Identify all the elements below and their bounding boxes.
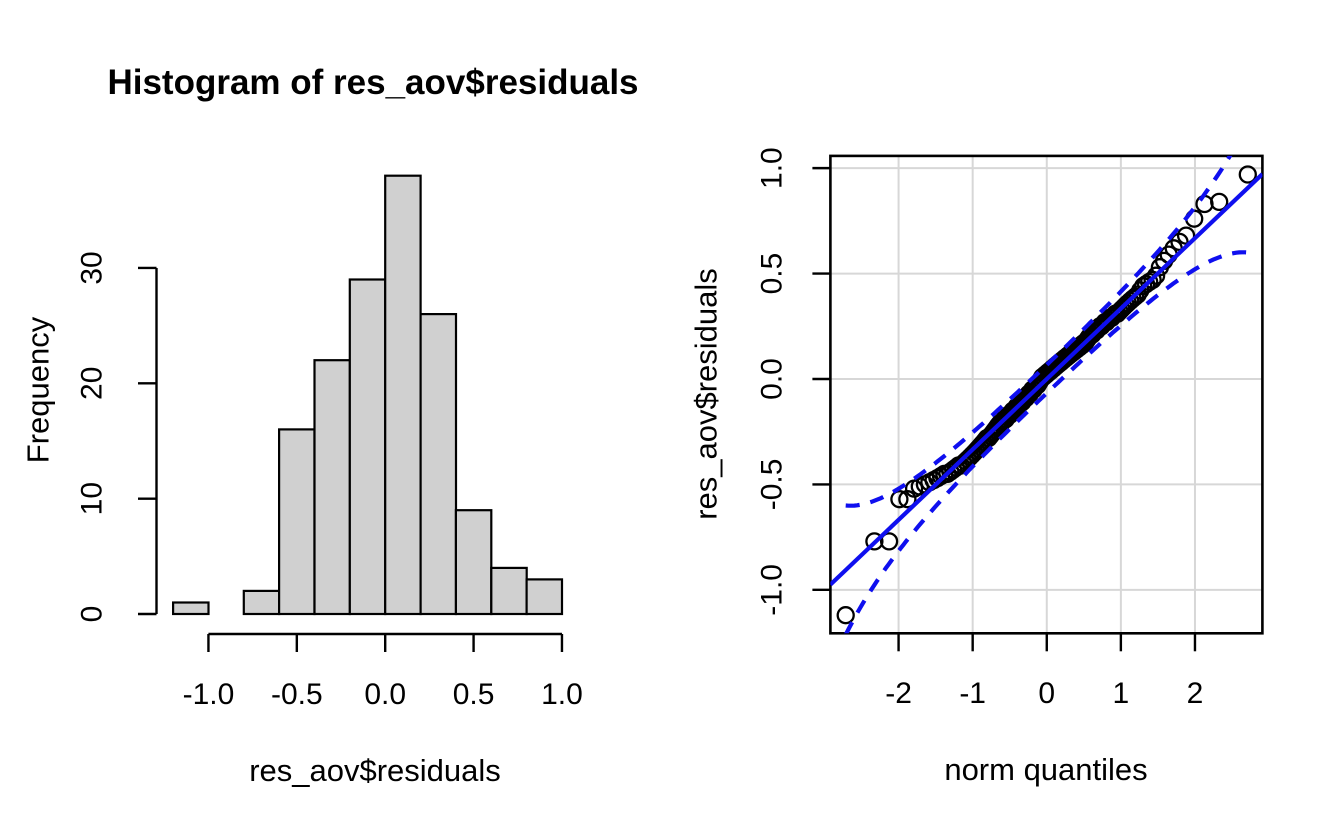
- histogram-x-tick-label: 0.0: [364, 678, 406, 711]
- histogram-y-tick-label: 10: [76, 482, 109, 515]
- qq-x-tick-label: 0: [1038, 677, 1055, 710]
- histogram-bar: [278, 428, 316, 616]
- histogram-bar: [172, 601, 210, 616]
- histogram-render-layer: 0 10 20 30 -1.0 -0.5 0.0 0.5 1.0: [76, 174, 583, 711]
- qq-point: [1238, 165, 1257, 184]
- histogram-bar: [419, 313, 458, 616]
- histogram-y-tick-label: 20: [76, 367, 109, 400]
- histogram-bar: [242, 589, 281, 616]
- qq-x-tick-label: 1: [1113, 677, 1130, 710]
- qq-y-tick-label: -0.5: [756, 459, 789, 511]
- histogram-y-tick-label: 30: [76, 251, 109, 284]
- histogram-panel: 0 10 20 30 -1.0 -0.5 0.0 0.5 1.0 Histogram of re…: [21, 63, 639, 788]
- qq-point: [1210, 192, 1229, 212]
- histogram-bars: [172, 174, 564, 616]
- qq-y-tick-label: -1.0: [756, 564, 789, 616]
- qq-ylabel: res_aov$residuals: [689, 268, 724, 520]
- histogram-bar: [313, 359, 352, 616]
- qq-point: [836, 606, 855, 625]
- histogram-bar: [525, 578, 564, 616]
- histogram-x-tick-label: 1.0: [541, 678, 583, 711]
- histogram-bar: [454, 509, 493, 616]
- histogram-x-tick-label: 0.5: [453, 678, 495, 711]
- histogram-y-tick-label: 0: [76, 606, 109, 623]
- qq-point: [890, 490, 909, 509]
- qq-y-tick-label: 1.0: [756, 147, 789, 189]
- qq-point: [865, 532, 884, 551]
- qq-y-tick-label: 0.0: [756, 358, 789, 400]
- qq-lines: [830, 155, 1263, 634]
- histogram-svg: 0 10 20 30 -1.0 -0.5 0.0 0.5 1.0 Histogram of re…: [21, 63, 639, 788]
- histogram-xlabel: res_aov$residuals: [249, 753, 501, 788]
- qq-point: [1170, 232, 1189, 252]
- qq-x-tick-label: -1: [959, 677, 986, 710]
- qq-y-tick-label: 0.5: [756, 253, 789, 295]
- histogram-x-tick-label: -0.5: [271, 678, 323, 711]
- qq-reference-line: [830, 172, 1263, 587]
- qq-x-tick-label: -2: [885, 677, 912, 710]
- qq-render-layer: -2 -1 0 1 2 -1.0 -0.5 0.0 0.5 1.0: [756, 147, 1264, 710]
- qq-point: [1146, 266, 1166, 285]
- qq-y-axis: -1.0 -0.5 0.0 0.5 1.0: [756, 147, 831, 616]
- histogram-title: Histogram of res_aov$residuals: [107, 63, 638, 102]
- qq-point: [1176, 226, 1196, 245]
- qq-plot-svg: -2 -1 0 1 2-1.0-0.50.00.51.0 norm quantiles …: [689, 147, 1264, 787]
- histogram-x-axis: -1.0 -0.5 0.0 0.5 1.0: [183, 632, 583, 711]
- qq-point: [879, 532, 899, 551]
- qq-x-axis: -2 -1 0 1 2: [885, 633, 1203, 710]
- histogram-bar: [490, 566, 528, 616]
- histogram-x-tick-label: -1.0: [183, 678, 235, 711]
- histogram-bar: [384, 174, 422, 616]
- histogram-ylabel: Frequency: [21, 316, 56, 463]
- qq-xlabel: norm quantiles: [944, 752, 1147, 787]
- histogram-bar: [348, 278, 387, 616]
- qq-x-tick-label: 2: [1187, 677, 1204, 710]
- qq-grid: [830, 155, 1263, 634]
- qq-plot-panel: -2 -1 0 1 2 -1.0 -0.5 0.0 0.5 1.0 norm quantiles …: [672, 0, 1344, 830]
- histogram-y-axis: 0 10 20 30: [76, 251, 158, 623]
